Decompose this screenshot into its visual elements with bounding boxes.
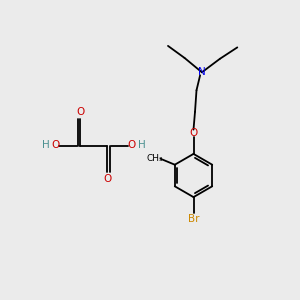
- Text: O: O: [76, 107, 85, 117]
- Text: CH₃: CH₃: [147, 154, 163, 163]
- Text: N: N: [198, 67, 206, 77]
- Text: O: O: [103, 174, 112, 184]
- Text: O: O: [189, 128, 198, 138]
- Text: H: H: [42, 140, 50, 151]
- Text: O: O: [128, 140, 136, 151]
- Text: Br: Br: [188, 214, 199, 224]
- Text: H: H: [138, 140, 146, 151]
- Text: O: O: [52, 140, 60, 151]
